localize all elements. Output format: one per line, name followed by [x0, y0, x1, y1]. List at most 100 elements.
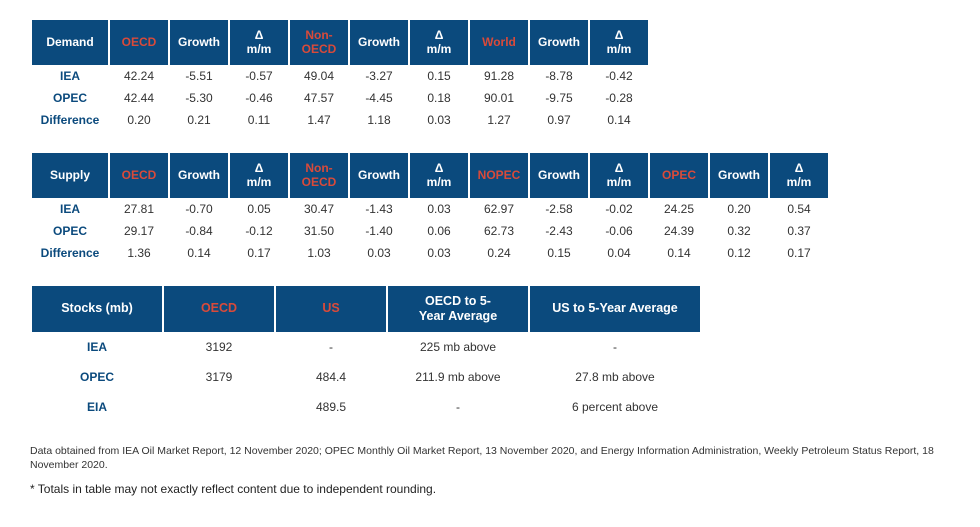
data-cell: -0.06 — [590, 220, 648, 242]
col-header: World — [470, 20, 528, 65]
col-header: Growth — [350, 20, 408, 65]
col-header: Supply — [32, 153, 108, 198]
data-cell: 62.97 — [470, 198, 528, 220]
data-cell: 211.9 mb above — [388, 362, 528, 392]
data-cell: -9.75 — [530, 87, 588, 109]
data-cell: 3192 — [164, 332, 274, 362]
col-header: OECD — [164, 286, 274, 332]
data-cell: 91.28 — [470, 65, 528, 87]
row-label: OPEC — [32, 87, 108, 109]
data-cell: 0.04 — [590, 242, 648, 264]
col-header: OECD — [110, 20, 168, 65]
col-header: Non-OECD — [290, 153, 348, 198]
col-header: Δm/m — [230, 20, 288, 65]
col-header: Demand — [32, 20, 108, 65]
col-header: US — [276, 286, 386, 332]
row-label: IEA — [32, 65, 108, 87]
data-cell: 27.81 — [110, 198, 168, 220]
data-cell: 0.32 — [710, 220, 768, 242]
data-cell: 489.5 — [276, 392, 386, 422]
data-cell: 1.47 — [290, 109, 348, 131]
data-cell: - — [276, 332, 386, 362]
data-cell: 29.17 — [110, 220, 168, 242]
data-cell: -8.78 — [530, 65, 588, 87]
col-header: Growth — [350, 153, 408, 198]
data-cell: -2.43 — [530, 220, 588, 242]
table-row: Difference0.200.210.111.471.180.031.270.… — [32, 109, 648, 131]
col-header: Δm/m — [230, 153, 288, 198]
col-header: US to 5-Year Average — [530, 286, 700, 332]
col-header: OECD — [110, 153, 168, 198]
data-cell: 3179 — [164, 362, 274, 392]
data-cell: 484.4 — [276, 362, 386, 392]
col-header: Growth — [530, 153, 588, 198]
col-header: Δm/m — [410, 153, 468, 198]
data-cell: 0.37 — [770, 220, 828, 242]
data-cell: -5.30 — [170, 87, 228, 109]
data-cell: -0.02 — [590, 198, 648, 220]
col-header: Non-OECD — [290, 20, 348, 65]
data-cell: 30.47 — [290, 198, 348, 220]
data-cell: -4.45 — [350, 87, 408, 109]
data-cell: 1.27 — [470, 109, 528, 131]
data-cell: 24.25 — [650, 198, 708, 220]
data-cell: 0.97 — [530, 109, 588, 131]
col-header: Growth — [530, 20, 588, 65]
data-cell: -0.57 — [230, 65, 288, 87]
data-cell: -3.27 — [350, 65, 408, 87]
row-label: OPEC — [32, 220, 108, 242]
data-cell — [164, 392, 274, 422]
data-cell: 0.05 — [230, 198, 288, 220]
row-label: IEA — [32, 198, 108, 220]
data-cell: 62.73 — [470, 220, 528, 242]
table-row: IEA3192-225 mb above- — [32, 332, 700, 362]
data-cell: 1.03 — [290, 242, 348, 264]
col-header: Stocks (mb) — [32, 286, 162, 332]
data-cell: 225 mb above — [388, 332, 528, 362]
data-cell: 0.12 — [710, 242, 768, 264]
data-cell: 0.14 — [590, 109, 648, 131]
data-cell: 0.17 — [230, 242, 288, 264]
col-header: Δm/m — [410, 20, 468, 65]
data-cell: 0.11 — [230, 109, 288, 131]
col-header: Δm/m — [770, 153, 828, 198]
data-cell: 0.17 — [770, 242, 828, 264]
demand-table: DemandOECDGrowthΔm/mNon-OECDGrowthΔm/mWo… — [30, 20, 650, 131]
col-header: Δm/m — [590, 153, 648, 198]
data-cell: 0.14 — [170, 242, 228, 264]
data-cell: 0.24 — [470, 242, 528, 264]
data-cell: -0.42 — [590, 65, 648, 87]
data-cell: 0.14 — [650, 242, 708, 264]
data-cell: 0.03 — [410, 109, 468, 131]
data-cell: 0.03 — [410, 242, 468, 264]
col-header: Growth — [710, 153, 768, 198]
data-cell: -0.12 — [230, 220, 288, 242]
row-label: Difference — [32, 109, 108, 131]
data-cell: -1.43 — [350, 198, 408, 220]
row-label: Difference — [32, 242, 108, 264]
data-cell: 47.57 — [290, 87, 348, 109]
row-label: EIA — [32, 392, 162, 422]
table-row: OPEC3179484.4211.9 mb above27.8 mb above — [32, 362, 700, 392]
table-row: OPEC42.44-5.30-0.4647.57-4.450.1890.01-9… — [32, 87, 648, 109]
data-cell: 1.18 — [350, 109, 408, 131]
data-cell: 49.04 — [290, 65, 348, 87]
data-cell: 0.20 — [710, 198, 768, 220]
data-cell: 31.50 — [290, 220, 348, 242]
data-cell: 0.06 — [410, 220, 468, 242]
col-header: OECD to 5-Year Average — [388, 286, 528, 332]
row-label: OPEC — [32, 362, 162, 392]
data-cell: 0.03 — [350, 242, 408, 264]
data-cell: -0.70 — [170, 198, 228, 220]
stocks-table: Stocks (mb)OECDUSOECD to 5-Year AverageU… — [30, 286, 702, 422]
rounding-note: * Totals in table may not exactly reflec… — [30, 482, 950, 496]
data-cell: 0.03 — [410, 198, 468, 220]
table-row: EIA489.5-6 percent above — [32, 392, 700, 422]
data-cell: 1.36 — [110, 242, 168, 264]
data-cell: 0.15 — [410, 65, 468, 87]
table-row: OPEC29.17-0.84-0.1231.50-1.400.0662.73-2… — [32, 220, 828, 242]
col-header: OPEC — [650, 153, 708, 198]
data-cell: 24.39 — [650, 220, 708, 242]
data-cell: -0.46 — [230, 87, 288, 109]
data-cell: 0.18 — [410, 87, 468, 109]
